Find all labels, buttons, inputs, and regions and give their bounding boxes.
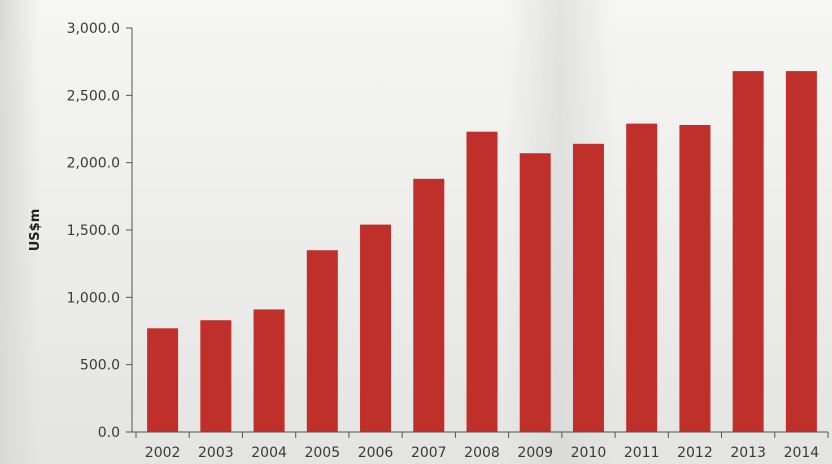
y-tick-label: 3,000.0 xyxy=(67,21,120,37)
bar-2005 xyxy=(306,250,338,432)
y-tick-label: 2,000.0 xyxy=(67,156,120,172)
bar-2002 xyxy=(147,328,179,432)
x-tick-label-2004: 2004 xyxy=(251,445,287,461)
x-tick-label-2013: 2013 xyxy=(730,445,766,461)
y-tick-label: 1,000.0 xyxy=(67,290,120,306)
x-tick-label-2012: 2012 xyxy=(677,445,713,461)
x-tick-label-2009: 2009 xyxy=(517,445,553,461)
bar-2006 xyxy=(360,224,392,432)
y-axis: 0.0 500.0 1,000.0 1,500.0 2,000.0 2,500.0 3,00… xyxy=(67,21,133,441)
bar-2008 xyxy=(466,131,498,432)
x-tick-label-2005: 2005 xyxy=(304,445,340,461)
bar-2003 xyxy=(200,320,232,432)
bar-2013 xyxy=(732,71,764,433)
bar-2011 xyxy=(626,123,658,432)
y-tick-label: 2,500.0 xyxy=(67,88,120,104)
y-tick-label: 1,500.0 xyxy=(67,223,120,239)
x-axis: 2002 2003 2004 2005 2006 2007 2008 2009 2010 2011… xyxy=(132,431,829,461)
y-tick-label: 500.0 xyxy=(80,358,120,374)
bar-2004 xyxy=(253,309,285,432)
x-tick-label-2006: 2006 xyxy=(358,445,394,461)
x-tick-label-2011: 2011 xyxy=(624,445,660,461)
bar-2014 xyxy=(785,71,817,433)
x-tick-label-2003: 2003 xyxy=(198,445,234,461)
x-tick-label-2007: 2007 xyxy=(411,445,447,461)
bar-2007 xyxy=(413,178,445,432)
bar-2009 xyxy=(519,153,551,433)
y-axis-title: US$m xyxy=(28,209,43,252)
x-tick-label-2010: 2010 xyxy=(571,445,607,461)
y-tick-label: 0.0 xyxy=(98,425,120,441)
bars-group xyxy=(147,71,817,433)
bar-2012 xyxy=(679,124,711,433)
x-tick-label-2014: 2014 xyxy=(784,445,820,461)
bar-2010 xyxy=(572,143,604,432)
x-tick-label-2002: 2002 xyxy=(145,445,181,461)
x-tick-label-2008: 2008 xyxy=(464,445,500,461)
